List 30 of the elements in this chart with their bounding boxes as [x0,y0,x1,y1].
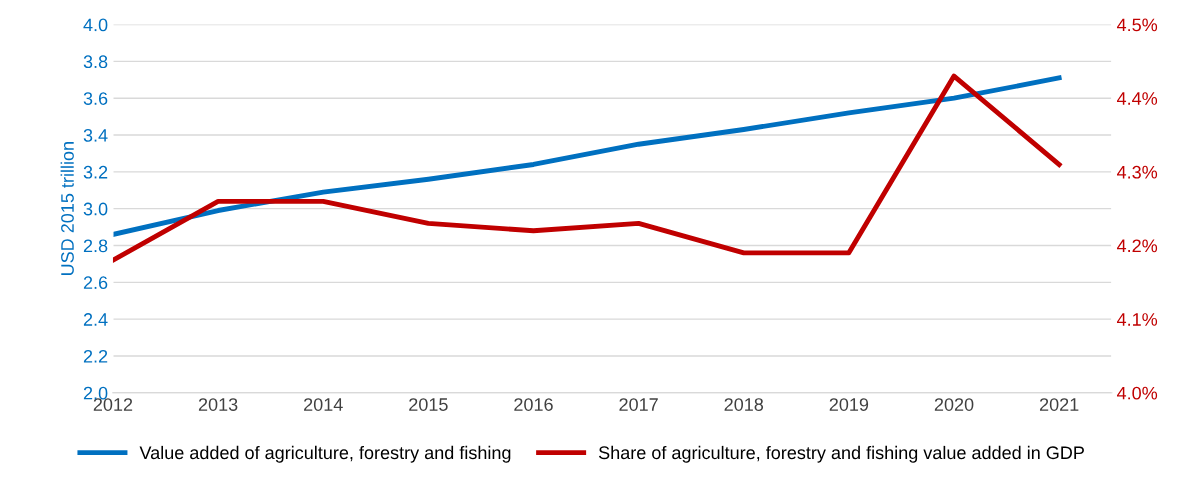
y-tick-label: 3.2 [83,165,108,179]
y2-tick-label: 4.1% [1116,313,1158,326]
y2-tick-label: 4.4% [1116,92,1158,105]
y-tick-label: 3.0 [83,202,108,216]
y-tick-label: 2.8 [83,239,108,253]
y2-tick-label: 4.2% [1116,239,1158,253]
x-tick-label: 2016 [514,398,553,411]
y2-tick-label: 4.0% [1116,386,1158,400]
y2-tick-label: 4.5% [1116,18,1158,32]
y-axis-title: USD 2015 trillion [60,142,74,276]
x-tick-label: 2012 [93,398,133,411]
y-tick-label: 4.0 [83,18,108,32]
x-tick-label: 2017 [619,398,658,411]
legend-label: Value added of agriculture, forestry and fishing [139,445,511,463]
x-tick-label: 2013 [198,398,238,411]
y-tick-label: 3.4 [83,128,108,142]
y-tick-label: 3.6 [83,92,108,105]
x-tick-label: 2021 [1039,398,1079,411]
x-tick-label: 2014 [304,398,343,411]
y-tick-label: 2.6 [83,276,108,290]
x-tick-label: 2020 [934,398,974,411]
legend-label: Share of agriculture, forestry and fishing value added in GDP [598,445,1084,463]
y-tick-label: 2.2 [83,349,108,363]
y2-tick-label: 4.3% [1116,165,1158,179]
x-tick-label: 2019 [829,398,869,411]
y-tick-label: 2.0 [83,386,108,400]
y-tick-label: 3.8 [83,55,108,69]
x-tick-label: 2018 [724,398,764,411]
x-tick-label: 2015 [409,398,448,411]
y-tick-label: 2.4 [83,313,108,326]
